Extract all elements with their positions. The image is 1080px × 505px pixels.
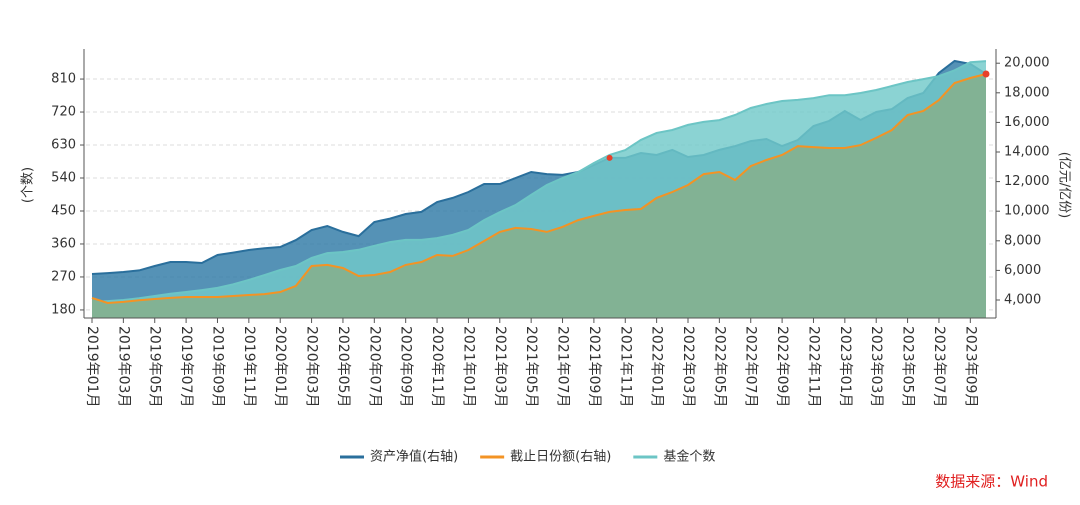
line [91, 73, 987, 305]
y-tick-label: 810 [51, 72, 76, 87]
x-tick-label: 2023年01月 [837, 326, 853, 407]
y-axis-title: (个数) [21, 167, 36, 203]
y2-tick-label: 4,000 [1004, 293, 1041, 308]
x-tick-label: 2023年09月 [962, 326, 978, 407]
y-tick-label: 630 [51, 138, 76, 153]
x-tick-label: 2019年05月 [147, 326, 163, 407]
legend-label: 基金个数 [663, 449, 715, 465]
x-tick-label: 2021年07月 [555, 326, 571, 407]
x-tick-label: 2021年05月 [523, 326, 539, 407]
y2-tick-label: 16,000 [1004, 115, 1050, 130]
x-tick-label: 2021年01月 [460, 326, 476, 407]
x-tick-label: 2023年03月 [868, 326, 884, 407]
area [92, 74, 986, 318]
y2-tick-label: 14,000 [1004, 145, 1050, 160]
y2-tick-label: 8,000 [1004, 233, 1041, 248]
x-tick-label: 2019年03月 [115, 326, 131, 407]
x-tick-label: 2022年03月 [680, 326, 696, 407]
y2-tick-label: 6,000 [1004, 263, 1041, 278]
y2-axis-title: (亿元/亿份) [1057, 152, 1072, 219]
x-tick-label: 2020年05月 [335, 326, 351, 407]
y-tick-label: 270 [51, 269, 76, 284]
x-tick-label: 2019年11月 [241, 326, 257, 407]
x-tick-label: 2022年01月 [649, 326, 665, 407]
highlight-point [606, 154, 613, 161]
y-tick-label: 450 [51, 203, 76, 218]
source-note: 数据来源：Wind [935, 473, 1048, 491]
y-tick-label: 360 [51, 236, 76, 251]
x-tick-label: 2023年07月 [931, 326, 947, 407]
legend-label: 截止日份额(右轴) [510, 450, 611, 465]
x-tick-label: 2022年09月 [774, 326, 790, 407]
x-tick-label: 2022年05月 [711, 326, 727, 407]
y2-tick-label: 10,000 [1004, 204, 1050, 219]
x-tick-label: 2021年03月 [492, 326, 508, 407]
x-tick-label: 2022年07月 [743, 326, 759, 407]
x-tick-label: 2020年07月 [366, 326, 382, 407]
x-tick-label: 2019年09月 [209, 326, 225, 407]
line [91, 60, 987, 303]
x-tick-label: 2021年09月 [586, 326, 602, 407]
y2-tick-label: 18,000 [1004, 85, 1050, 100]
x-tick-label: 2019年07月 [178, 326, 194, 407]
x-tick-label: 2021年11月 [617, 326, 633, 407]
y2-tick-label: 12,000 [1004, 174, 1050, 189]
x-tick-label: 2022年11月 [805, 326, 821, 407]
x-tick-label: 2019年01月 [84, 326, 100, 407]
x-tick-label: 2020年03月 [304, 326, 320, 407]
x-tick-label: 2020年09月 [398, 326, 414, 407]
highlight-point [982, 70, 990, 78]
x-tick-label: 2020年01月 [272, 326, 288, 407]
x-tick-label: 2023年05月 [900, 326, 916, 407]
y2-tick-label: 20,000 [1004, 56, 1050, 71]
y-tick-label: 540 [51, 171, 76, 186]
y-tick-label: 180 [51, 302, 76, 317]
y-tick-label: 720 [51, 105, 76, 120]
legend-label: 资产净值(右轴) [370, 449, 458, 465]
x-tick-label: 2020年11月 [429, 326, 445, 407]
